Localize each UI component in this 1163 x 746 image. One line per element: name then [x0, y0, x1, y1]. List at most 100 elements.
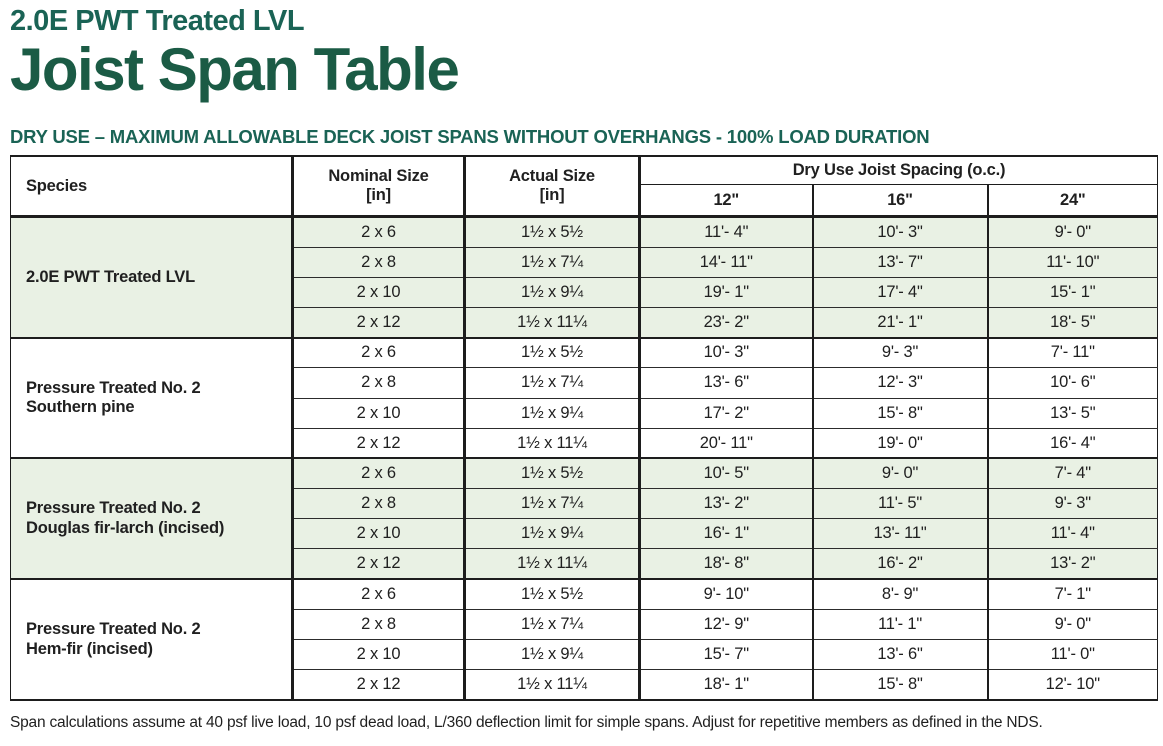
header-spacing-16: 16": [811, 184, 988, 219]
span-12-cell: 20'- 11": [638, 427, 813, 459]
span-12-cell: 9'- 10": [638, 578, 813, 610]
span-24-cell: 18'- 5": [986, 306, 1158, 338]
span-12-cell: 19'- 1": [638, 276, 813, 308]
nominal-size-cell: 2 x 8: [291, 367, 465, 399]
table-row: 2 x 8 1½ x 7¼ 13'- 2" 11'- 5" 9'- 3": [11, 488, 1158, 519]
species-name: Pressure Treated No. 2 Hem-fir (incised): [10, 578, 293, 700]
span-24-cell: 15'- 1": [986, 276, 1158, 308]
span-12-cell: 10'- 3": [638, 336, 813, 368]
nominal-size-cell: 2 x 6: [291, 457, 465, 489]
footnote: Span calculations assume at 40 psf live …: [10, 713, 1043, 731]
nominal-size-cell: 2 x 6: [291, 578, 465, 610]
span-24-cell: 9'- 3": [986, 488, 1158, 519]
nominal-size-cell: 2 x 12: [291, 427, 465, 459]
actual-size-cell: 1½ x 11¼: [463, 306, 640, 338]
table-body: 2.0E PWT Treated LVL 2 x 6 1½ x 5½ 11'- 4" 1…: [10, 215, 1158, 700]
span-12-cell: 23'- 2": [638, 306, 813, 338]
header-spacing-group: Dry Use Joist Spacing (o.c.): [637, 155, 1158, 186]
span-16-cell: 19'- 0": [811, 427, 988, 459]
table-row: 2 x 10 1½ x 9¼ 15'- 7" 13'- 6" 11'- 0": [11, 639, 1158, 670]
span-12-cell: 18'- 1": [638, 669, 813, 700]
table-row: Pressure Treated No. 2 Hem-fir (incised)…: [10, 578, 1158, 700]
header-nominal-size: Nominal Size [in]: [291, 155, 465, 219]
table-row: 2 x 8 1½ x 7¼ 13'- 6" 12'- 3" 10'- 6": [11, 367, 1158, 399]
table-row: 2.0E PWT Treated LVL 2 x 6 1½ x 5½ 11'- 4" 1…: [10, 215, 1158, 338]
actual-size-cell: 1½ x 7¼: [463, 488, 640, 519]
actual-size-cell: 1½ x 9¼: [463, 639, 640, 670]
nominal-size-cell: 2 x 12: [291, 669, 465, 700]
table-row: Pressure Treated No. 2 Douglas fir-larch…: [10, 457, 1158, 580]
actual-size-cell: 1½ x 11¼: [463, 427, 640, 459]
actual-size-cell: 1½ x 7¼: [463, 367, 640, 399]
actual-size-cell: 1½ x 11¼: [463, 669, 640, 700]
span-16-cell: 16'- 2": [811, 548, 988, 580]
span-12-cell: 16'- 1": [638, 518, 813, 549]
span-12-cell: 11'- 4": [638, 215, 813, 248]
span-24-cell: 11'- 0": [986, 639, 1158, 670]
header-species: Species: [10, 155, 293, 219]
span-24-cell: 10'- 6": [986, 367, 1158, 399]
nominal-size-cell: 2 x 8: [291, 608, 465, 640]
nominal-size-cell: 2 x 10: [291, 639, 465, 670]
header-actual-size: Actual Size [in]: [463, 155, 640, 219]
span-12-cell: 15'- 7": [638, 639, 813, 670]
span-16-cell: 8'- 9": [811, 578, 988, 610]
table-row: 2 x 12 1½ x 11¼ 18'- 1" 15'- 8" 12'- 10": [11, 669, 1158, 700]
span-24-cell: 7'- 1": [986, 578, 1158, 610]
table-caption: DRY USE – MAXIMUM ALLOWABLE DECK JOIST S…: [10, 125, 930, 147]
table-row: 2 x 12 1½ x 11¼ 23'- 2" 21'- 1" 18'- 5": [11, 306, 1158, 338]
nominal-size-cell: 2 x 8: [291, 246, 465, 278]
span-24-cell: 16'- 4": [986, 427, 1158, 459]
span-24-cell: 12'- 10": [986, 669, 1158, 700]
span-16-cell: 10'- 3": [811, 215, 988, 248]
span-12-cell: 12'- 9": [638, 608, 813, 640]
species-name: 2.0E PWT Treated LVL: [10, 215, 293, 338]
table-row: 2 x 10 1½ x 9¼ 19'- 1" 17'- 4" 15'- 1": [11, 276, 1158, 308]
span-16-cell: 13'- 6": [811, 639, 988, 670]
nominal-size-cell: 2 x 10: [291, 276, 465, 308]
span-16-cell: 21'- 1": [811, 306, 988, 338]
actual-size-cell: 1½ x 7¼: [463, 246, 640, 278]
actual-size-cell: 1½ x 9¼: [463, 276, 640, 308]
actual-size-cell: 1½ x 9¼: [463, 397, 640, 429]
nominal-size-cell: 2 x 12: [291, 306, 465, 338]
span-12-cell: 14'- 11": [638, 246, 813, 278]
nominal-size-cell: 2 x 10: [291, 397, 465, 429]
joist-span-table: Species Nominal Size [in] Actual Size [i…: [10, 154, 1159, 701]
span-16-cell: 11'- 5": [811, 488, 988, 519]
nominal-size-cell: 2 x 10: [291, 518, 465, 549]
span-16-cell: 13'- 7": [811, 246, 988, 278]
actual-size-cell: 1½ x 5½: [463, 457, 640, 489]
page-title: Joist Span Table: [10, 35, 460, 103]
nominal-size-cell: 2 x 6: [291, 215, 465, 248]
actual-size-cell: 1½ x 11¼: [463, 548, 640, 580]
span-12-cell: 13'- 6": [638, 367, 813, 399]
span-12-cell: 18'- 8": [638, 548, 813, 580]
span-16-cell: 12'- 3": [811, 367, 988, 399]
nominal-size-cell: 2 x 12: [291, 548, 465, 580]
table-row: 2 x 12 1½ x 11¼ 18'- 8" 16'- 2" 13'- 2": [11, 548, 1158, 580]
span-16-cell: 9'- 0": [811, 457, 988, 489]
actual-size-cell: 1½ x 5½: [463, 215, 640, 248]
span-24-cell: 7'- 11": [986, 336, 1158, 368]
actual-size-cell: 1½ x 5½: [463, 578, 640, 610]
span-24-cell: 11'- 4": [986, 518, 1158, 549]
span-24-cell: 11'- 10": [986, 246, 1158, 278]
table-row: 2 x 10 1½ x 9¼ 16'- 1" 13'- 11" 11'- 4": [11, 518, 1158, 549]
span-16-cell: 13'- 11": [811, 518, 988, 549]
span-12-cell: 17'- 2": [638, 397, 813, 429]
span-16-cell: 11'- 1": [811, 608, 988, 640]
span-24-cell: 13'- 5": [986, 397, 1158, 429]
page-subtitle: 2.0E PWT Treated LVL: [10, 5, 305, 37]
actual-size-cell: 1½ x 5½: [463, 336, 640, 368]
table-row: 2 x 8 1½ x 7¼ 12'- 9" 11'- 1" 9'- 0": [11, 608, 1158, 640]
table-row: 2 x 10 1½ x 9¼ 17'- 2" 15'- 8" 13'- 5": [11, 397, 1158, 429]
span-24-cell: 13'- 2": [986, 548, 1158, 580]
span-12-cell: 10'- 5": [638, 457, 813, 489]
header-spacing-24: 24": [986, 184, 1158, 219]
span-16-cell: 17'- 4": [811, 276, 988, 308]
span-16-cell: 9'- 3": [811, 336, 988, 368]
span-16-cell: 15'- 8": [811, 669, 988, 700]
actual-size-cell: 1½ x 7¼: [463, 608, 640, 640]
